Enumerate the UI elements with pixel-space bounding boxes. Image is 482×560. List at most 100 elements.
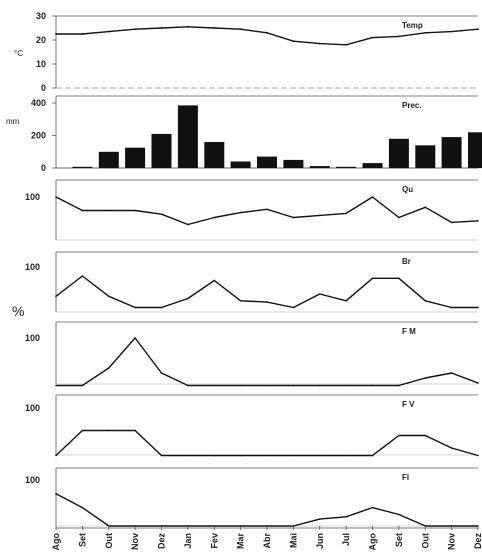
prec-bar [72, 166, 93, 168]
prec-bar [283, 159, 304, 168]
temp-panel-label: Temp [402, 21, 423, 30]
month-tick-label: Out [420, 533, 430, 549]
qu-ytick-label: 100 [25, 192, 40, 202]
month-tick-label: Set [77, 533, 87, 547]
month-tick-label: Ago [51, 533, 61, 551]
qu-point [345, 212, 347, 215]
br-point [345, 300, 347, 302]
temp-point [292, 40, 295, 43]
fv-point [345, 454, 347, 457]
fv-point [134, 429, 136, 432]
temp-point [424, 31, 427, 34]
fl-point [345, 516, 347, 518]
fv-point [187, 454, 189, 457]
month-tick-label: Mai [288, 533, 298, 548]
qu-series-line [55, 196, 479, 226]
fv-point [477, 454, 479, 457]
br-point [292, 306, 295, 309]
br-point [424, 300, 427, 302]
qu-point [266, 208, 268, 211]
br-point [81, 275, 84, 277]
br-point [187, 297, 189, 300]
fv-point [266, 454, 268, 457]
temp-ytick-label: 30 [36, 11, 46, 21]
temp-point [266, 31, 268, 34]
prec-bar [388, 138, 409, 169]
temp-point [450, 30, 453, 33]
qu-panel-label: Qu [402, 185, 413, 194]
fm-point [239, 384, 242, 387]
month-tick-label: Nov [447, 533, 457, 550]
temp-ytick-label: 0 [41, 83, 46, 93]
fm-ytick-label: 100 [25, 333, 40, 343]
month-tick-label: Dez [473, 533, 482, 550]
panel-fv: F V 100 [25, 394, 479, 457]
prec-bar [177, 105, 198, 168]
br-ytick-label: 100 [25, 262, 40, 272]
temp-point [134, 28, 137, 31]
qu-point [55, 196, 57, 198]
fm-point [213, 384, 216, 387]
panel-br: Br 100 [25, 251, 479, 313]
prec-bar [151, 133, 172, 168]
month-tick-label: Abr [262, 533, 272, 549]
fm-point [266, 384, 268, 387]
prec-bar [336, 166, 357, 168]
temp-point [55, 33, 57, 35]
fm-point [371, 384, 374, 387]
br-point [266, 301, 268, 303]
panel-prec: Prec. 0 200 400 mm [6, 95, 482, 173]
temp-point [398, 35, 400, 38]
fv-point [108, 429, 110, 432]
qu-point [81, 209, 84, 212]
month-tick-label: Ago [368, 533, 378, 551]
fl-point [398, 513, 400, 516]
qu-point [239, 211, 242, 214]
fv-point [424, 434, 427, 437]
qu-point [450, 221, 453, 224]
prec-bar [415, 145, 436, 169]
fm-point [134, 337, 136, 339]
br-point [213, 279, 216, 282]
temp-unit-label: °C [14, 49, 23, 58]
qu-point [371, 196, 374, 198]
fv-point [81, 429, 84, 432]
qu-point [398, 216, 400, 219]
fl-panel-label: Fl [402, 473, 409, 482]
fm-point [424, 377, 427, 379]
panel-fm: F M 100 [25, 321, 479, 387]
prec-bar [362, 163, 383, 168]
temp-point [213, 27, 216, 29]
br-point [477, 306, 479, 309]
fl-point [55, 493, 57, 495]
fl-point [81, 506, 84, 509]
fv-point [292, 454, 295, 457]
br-point [450, 306, 453, 309]
month-tick-label: Jan [183, 533, 193, 549]
br-point [371, 277, 374, 280]
temp-point [371, 36, 374, 39]
qu-point [160, 213, 163, 215]
fv-point [55, 454, 57, 457]
fm-panel-label: F M [402, 327, 416, 336]
qu-point [108, 209, 110, 212]
fv-point [160, 454, 163, 457]
temp-point [160, 27, 163, 29]
fv-ytick-label: 100 [25, 403, 40, 413]
month-tick-label: Fev [209, 533, 219, 549]
fm-point [160, 372, 163, 374]
prec-bar [230, 161, 251, 168]
fm-point [187, 384, 189, 387]
panel-qu: Qu 100 [25, 179, 479, 241]
panel-fl: Fl 100 [25, 467, 479, 527]
prec-bar [309, 166, 330, 168]
prec-bar [441, 137, 462, 168]
qu-point [424, 206, 427, 209]
fm-point [345, 384, 347, 387]
fv-point [239, 454, 242, 457]
temp-point [477, 28, 479, 31]
temp-point [239, 28, 242, 31]
fv-panel-label: F V [402, 400, 415, 409]
fm-point [450, 372, 453, 374]
